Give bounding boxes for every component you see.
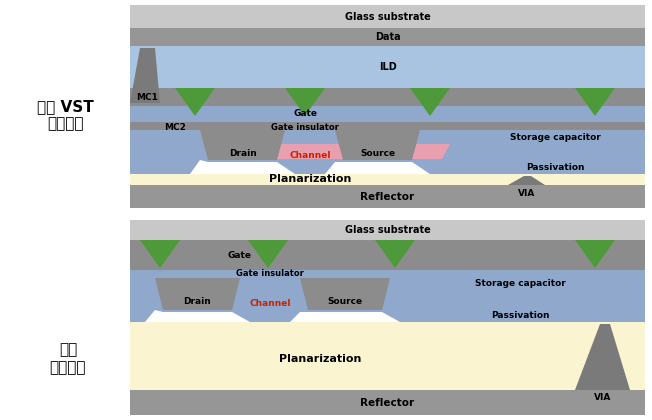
Text: Source: Source (327, 297, 363, 307)
Text: Passivation: Passivation (526, 163, 584, 173)
Text: ILD: ILD (379, 62, 396, 72)
Polygon shape (130, 185, 645, 208)
Polygon shape (130, 5, 645, 28)
Polygon shape (410, 88, 450, 116)
Text: Channel: Channel (249, 299, 291, 307)
Polygon shape (200, 130, 285, 160)
Polygon shape (130, 240, 645, 270)
Text: 신규 VST
픽셀구조: 신규 VST 픽셀구조 (37, 99, 93, 131)
Polygon shape (375, 240, 415, 268)
Polygon shape (130, 322, 645, 390)
Polygon shape (130, 220, 645, 240)
Text: Planarization: Planarization (279, 354, 361, 365)
Text: Gate: Gate (293, 108, 317, 118)
Polygon shape (575, 88, 615, 116)
Polygon shape (130, 390, 645, 415)
Polygon shape (155, 278, 240, 310)
Text: Drain: Drain (184, 297, 211, 307)
Text: Reflector: Reflector (361, 192, 415, 202)
Text: Glass substrate: Glass substrate (345, 11, 430, 21)
Polygon shape (342, 132, 453, 147)
Text: Passivation: Passivation (491, 312, 549, 320)
Polygon shape (330, 132, 465, 147)
Polygon shape (335, 130, 420, 160)
Text: Source: Source (360, 149, 395, 158)
Polygon shape (130, 48, 160, 103)
Polygon shape (508, 176, 545, 185)
Polygon shape (575, 324, 630, 390)
Text: Channel: Channel (289, 150, 331, 160)
Text: Gate insulator: Gate insulator (271, 123, 339, 131)
Text: Reflector: Reflector (361, 397, 415, 407)
Polygon shape (285, 88, 325, 116)
Polygon shape (140, 240, 180, 268)
Polygon shape (248, 240, 288, 268)
Text: VIA: VIA (518, 189, 535, 197)
Polygon shape (130, 130, 645, 174)
Text: 기존
픽셀구조: 기존 픽셀구조 (50, 342, 86, 375)
Text: Drain: Drain (229, 149, 256, 158)
Text: Gate: Gate (228, 250, 252, 260)
Text: Data: Data (375, 32, 400, 42)
Polygon shape (167, 280, 290, 295)
Polygon shape (175, 292, 420, 307)
Polygon shape (202, 132, 318, 147)
Text: MC1: MC1 (136, 92, 158, 102)
Polygon shape (575, 240, 615, 268)
Polygon shape (190, 132, 330, 147)
Polygon shape (130, 106, 645, 122)
Text: VIA: VIA (594, 394, 611, 402)
Text: Glass substrate: Glass substrate (345, 225, 430, 235)
Polygon shape (175, 88, 215, 116)
Polygon shape (130, 122, 645, 132)
Polygon shape (130, 270, 645, 280)
Text: Storage capacitor: Storage capacitor (510, 132, 600, 142)
Text: Planarization: Planarization (269, 174, 351, 184)
Polygon shape (130, 28, 645, 46)
Polygon shape (205, 144, 450, 159)
Polygon shape (130, 88, 645, 106)
Polygon shape (130, 278, 645, 322)
Polygon shape (290, 280, 430, 295)
Text: MC2: MC2 (164, 123, 186, 131)
Polygon shape (155, 280, 290, 295)
Polygon shape (300, 278, 390, 310)
Text: Gate insulator: Gate insulator (236, 270, 304, 278)
Polygon shape (302, 280, 430, 295)
Polygon shape (130, 174, 645, 185)
Polygon shape (130, 46, 645, 88)
Text: Storage capacitor: Storage capacitor (475, 278, 565, 288)
